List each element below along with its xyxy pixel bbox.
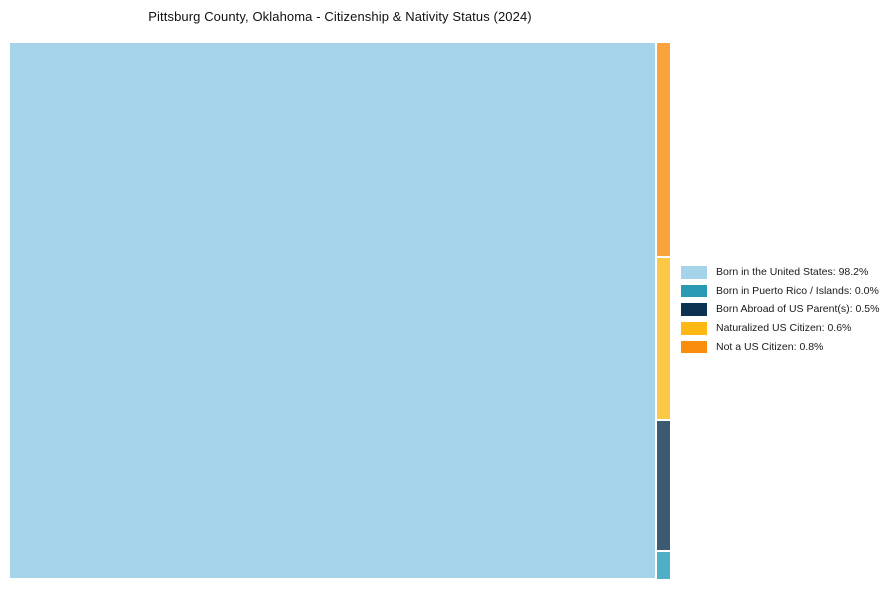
legend-swatch-born-abroad	[681, 303, 707, 316]
treemap-rect-not-a-us-citizen	[656, 43, 670, 256]
legend-swatch-born-in-us	[681, 266, 707, 279]
legend-label-not-a-us-citizen: Not a US Citizen: 0.8%	[716, 340, 824, 353]
treemap-rect-born-in-us	[10, 43, 655, 578]
legend-item-born-in-us: Born in the United States: 98.2%	[681, 266, 879, 279]
chart-title: Pittsburg County, Oklahoma - Citizenship…	[148, 9, 532, 24]
legend-item-born-in-puerto-rico: Born in Puerto Rico / Islands: 0.0%	[681, 284, 879, 298]
treemap-rect-born-in-puerto-rico	[656, 552, 670, 579]
legend-label-born-abroad: Born Abroad of US Parent(s): 0.5%	[716, 303, 880, 316]
legend-label-born-in-puerto-rico: Born in Puerto Rico / Islands: 0.0%	[716, 284, 879, 297]
legend-item-naturalized: Naturalized US Citizen: 0.6%	[681, 322, 879, 335]
treemap-rect-naturalized-us-citizen	[656, 258, 670, 419]
treemap-rect-born-abroad-of-us-parents	[656, 421, 670, 550]
legend-label-born-in-us: Born in the United States: 98.2%	[716, 266, 869, 278]
legend-item-not-a-us-citizen: Not a US Citizen: 0.8%	[681, 340, 879, 354]
legend: Born in the United States: 98.2% Born in…	[681, 266, 879, 359]
legend-label-naturalized: Naturalized US Citizen: 0.6%	[716, 322, 852, 335]
legend-swatch-not-a-us-citizen	[681, 340, 707, 354]
legend-swatch-born-in-puerto-rico	[681, 284, 707, 298]
legend-swatch-naturalized	[681, 322, 707, 335]
legend-item-born-abroad: Born Abroad of US Parent(s): 0.5%	[681, 303, 879, 316]
